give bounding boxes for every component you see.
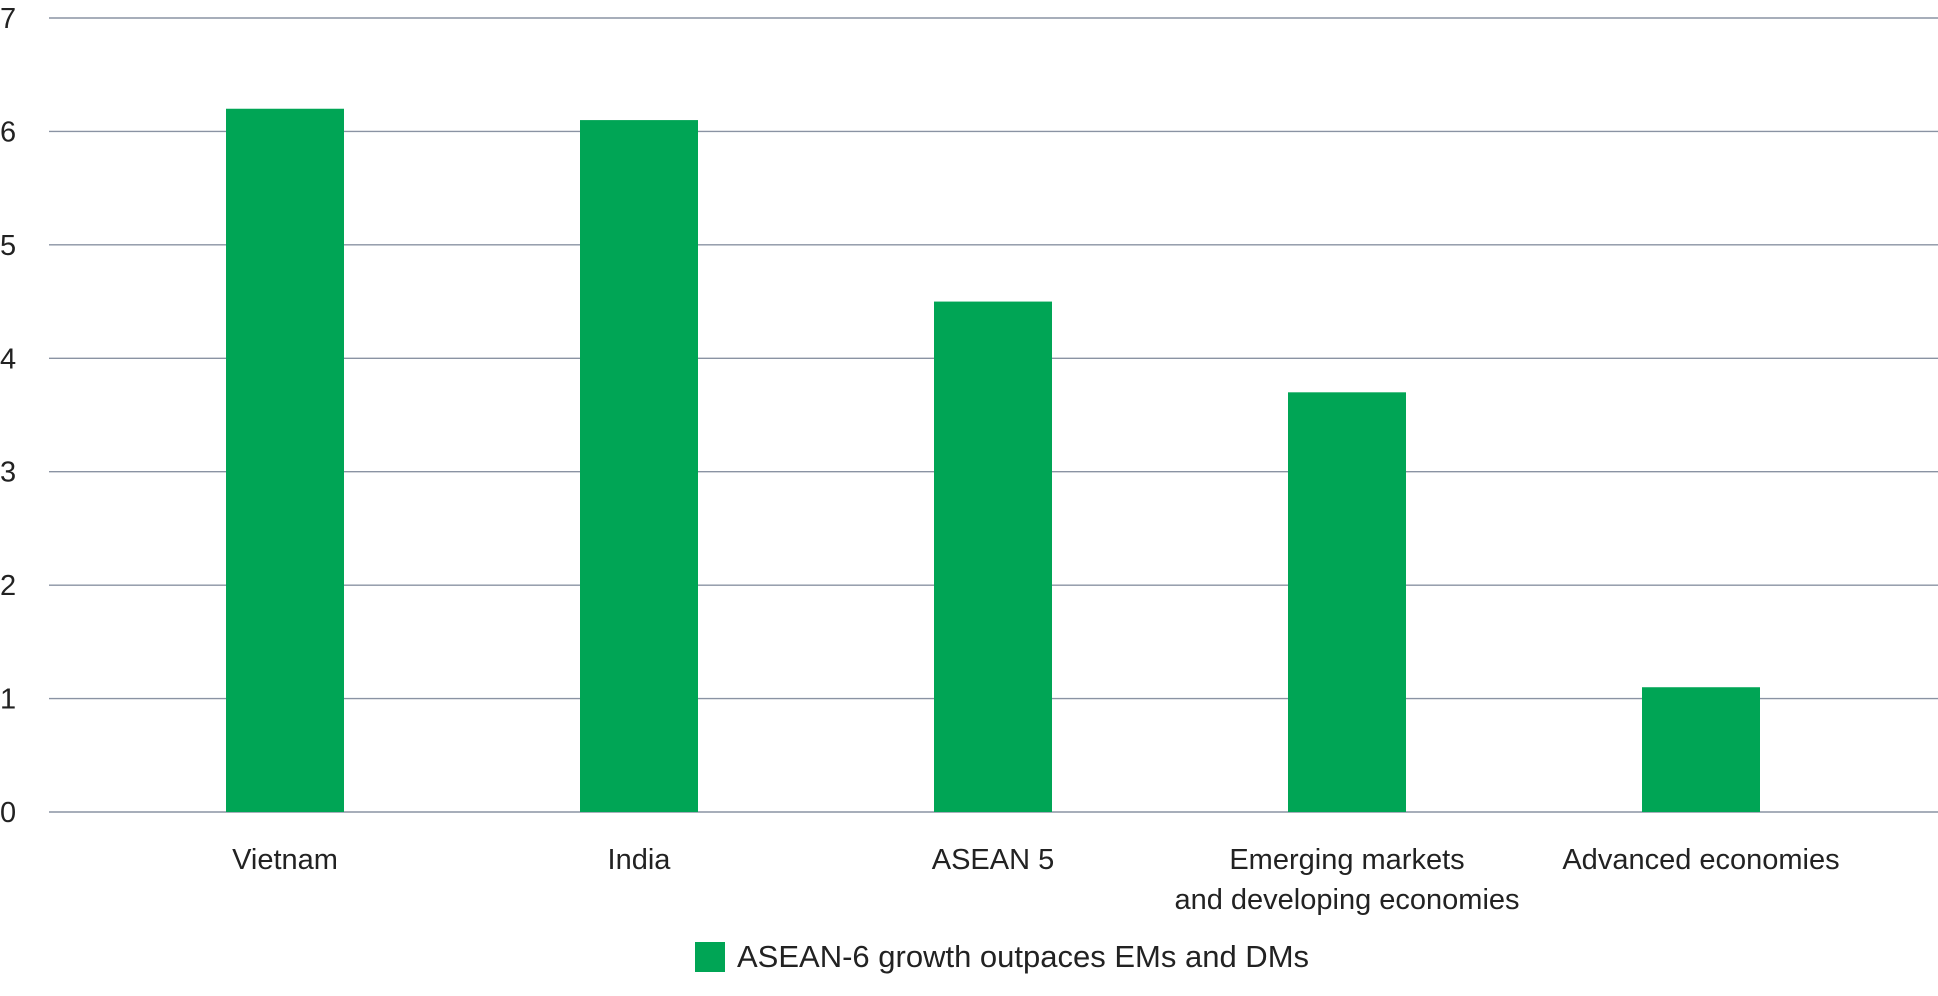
x-tick-label: ASEAN 5 (932, 844, 1055, 876)
x-tick-label: India (608, 844, 672, 876)
y-tick-label: 2 (0, 570, 16, 602)
x-tick-label: Emerging markets (1229, 844, 1464, 876)
y-tick-label: 4 (0, 343, 16, 375)
bar (226, 108, 344, 812)
y-tick-label: 5 (0, 230, 16, 262)
bar (1288, 392, 1406, 812)
legend-swatch (695, 942, 725, 972)
bar (934, 301, 1052, 812)
bar (580, 120, 698, 813)
y-tick-label: 7 (0, 3, 16, 35)
y-tick-label: 0 (0, 797, 16, 829)
legend-label: ASEAN-6 growth outpaces EMs and DMs (737, 939, 1310, 974)
legend: ASEAN-6 growth outpaces EMs and DMs (695, 937, 1309, 977)
x-tick-label: Vietnam (232, 844, 338, 876)
x-tick-label: and developing economies (1174, 884, 1519, 916)
y-tick-label: 3 (0, 457, 16, 489)
y-tick-label: 1 (0, 684, 16, 716)
bar (1642, 687, 1760, 812)
x-tick-label: Advanced economies (1562, 844, 1839, 876)
y-tick-label: 6 (0, 116, 16, 148)
